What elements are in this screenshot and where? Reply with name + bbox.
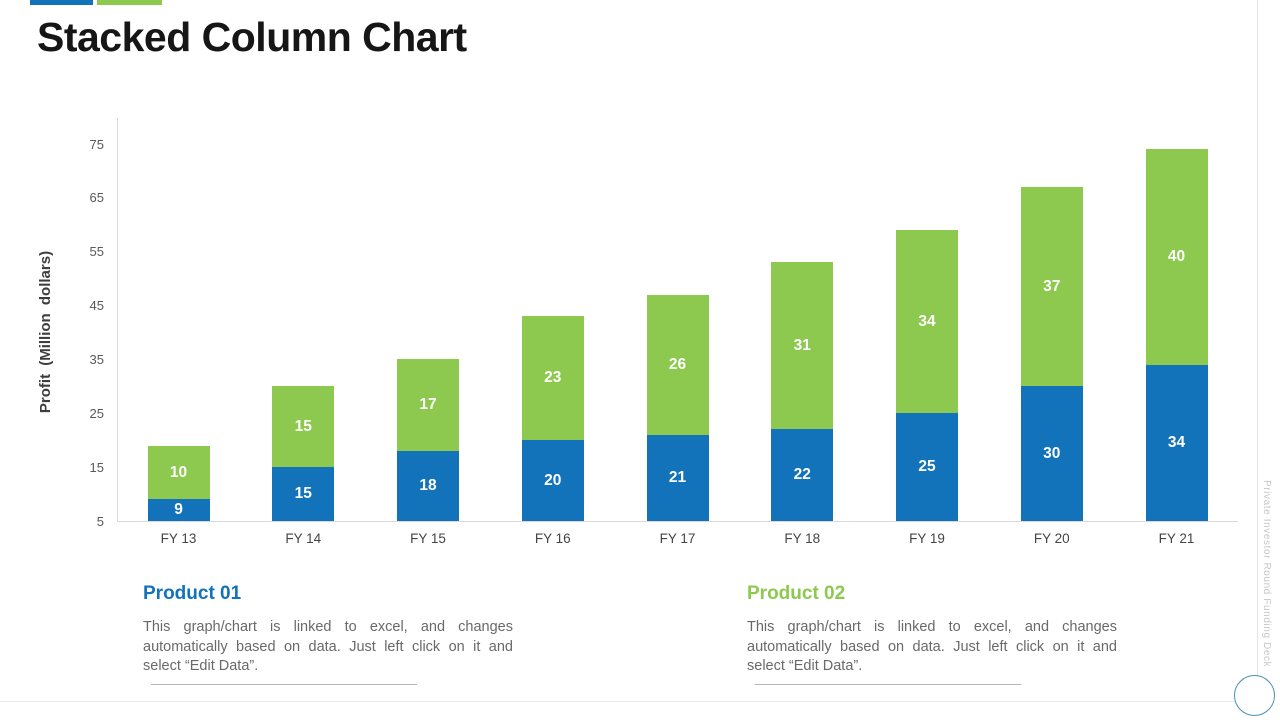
y-axis-line: [117, 118, 118, 522]
bar-segment-product01-FY13[interactable]: 9: [147, 499, 210, 521]
data-label-product01-FY17: 21: [668, 468, 687, 486]
y-axis-title: Profit (Million dollars): [37, 250, 54, 414]
y-tick-label-25: 25: [89, 405, 104, 421]
bar-segment-product02-FY15[interactable]: 17: [397, 359, 459, 451]
product02-heading: Product 02: [747, 583, 846, 604]
data-label-product01-FY19: 25: [918, 458, 936, 476]
y-tick-label-65: 65: [89, 190, 104, 206]
y-tick-label-35: 35: [89, 351, 104, 367]
y-tick-label-55: 55: [89, 244, 104, 260]
bar-segment-product02-FY21[interactable]: 40: [1145, 149, 1208, 365]
bar-segment-product02-FY20[interactable]: 37: [1020, 187, 1083, 387]
x-tick-label-FY15: FY 15: [410, 531, 446, 546]
product01-section: Product 01 This graph/chart is linked to…: [143, 583, 513, 677]
bottom-rule: [0, 701, 1236, 702]
x-tick-label-FY18: FY 18: [784, 531, 821, 546]
x-axis-line: [117, 521, 1238, 522]
product02-description: This graph/chart is linked to excel, and…: [747, 619, 1117, 674]
x-tick-label-FY19: FY 19: [909, 531, 945, 546]
product02-divider: [755, 684, 1021, 685]
bar-segment-product02-FY16[interactable]: 23: [521, 316, 584, 441]
bar-segment-product01-FY17[interactable]: 21: [646, 434, 709, 521]
page-title: Stacked Column Chart: [37, 14, 467, 60]
data-label-product02-FY16: 23: [544, 369, 562, 387]
product02-section: Product 02 This graph/chart is linked to…: [747, 583, 1117, 677]
bar-segment-product01-FY18[interactable]: 22: [771, 429, 834, 521]
bar-segment-product01-FY19[interactable]: 25: [896, 413, 958, 521]
data-label-product01-FY20: 30: [1043, 444, 1061, 462]
bar-segment-product02-FY17[interactable]: 26: [646, 294, 709, 435]
y-tick-label-45: 45: [89, 298, 104, 314]
data-label-product01-FY16: 20: [544, 471, 562, 489]
bar-segment-product01-FY16[interactable]: 20: [521, 440, 584, 521]
legend-swatch-product02: [97, 0, 162, 5]
data-label-product02-FY13: 10: [169, 463, 188, 481]
data-label-product02-FY20: 37: [1043, 277, 1061, 295]
data-label-product02-FY19: 34: [918, 312, 936, 330]
product01-divider: [151, 684, 417, 685]
product01-description: This graph/chart is linked to excel, and…: [143, 619, 513, 674]
corner-circle-decoration: [1234, 675, 1275, 716]
data-label-product02-FY15: 17: [419, 396, 437, 414]
data-label-product02-FY18: 31: [793, 336, 811, 354]
bar-segment-product02-FY14[interactable]: 15: [272, 386, 335, 468]
data-label-product02-FY21: 40: [1167, 248, 1186, 266]
x-tick-label-FY21: FY 21: [1158, 531, 1195, 546]
product01-heading: Product 01: [143, 583, 242, 604]
x-tick-label-FY17: FY 17: [659, 531, 696, 546]
data-label-product01-FY15: 18: [419, 476, 437, 494]
data-label-product01-FY14: 15: [294, 485, 312, 503]
bar-segment-product01-FY21[interactable]: 34: [1145, 364, 1208, 521]
bar-segment-product01-FY14[interactable]: 15: [272, 467, 335, 521]
data-label-product02-FY17: 26: [668, 355, 687, 373]
x-tick-label-FY20: FY 20: [1033, 531, 1070, 546]
bar-segment-product02-FY13[interactable]: 10: [147, 445, 210, 500]
legend-swatch-product01: [30, 0, 93, 5]
bar-segment-product01-FY20[interactable]: 30: [1020, 386, 1083, 521]
data-label-product02-FY14: 15: [294, 417, 312, 435]
bar-segment-product02-FY18[interactable]: 31: [771, 262, 834, 430]
data-label-product01-FY18: 22: [793, 466, 811, 484]
data-label-product01-FY21: 34: [1167, 433, 1186, 451]
x-tick-label-FY14: FY 14: [285, 531, 322, 546]
x-tick-label-FY13: FY 13: [160, 531, 197, 546]
bar-segment-product02-FY19[interactable]: 34: [896, 230, 958, 414]
y-tick-label-15: 15: [89, 459, 104, 475]
side-note: Private Investor Round Funding Deck: [1261, 479, 1272, 667]
bar-segment-product01-FY15[interactable]: 18: [397, 450, 459, 521]
y-tick-label-75: 75: [89, 136, 104, 152]
data-label-product01-FY13: 9: [174, 501, 183, 519]
y-tick-label-5: 5: [96, 513, 104, 529]
x-tick-label-FY16: FY 16: [534, 531, 571, 546]
right-rule: [1257, 0, 1258, 676]
